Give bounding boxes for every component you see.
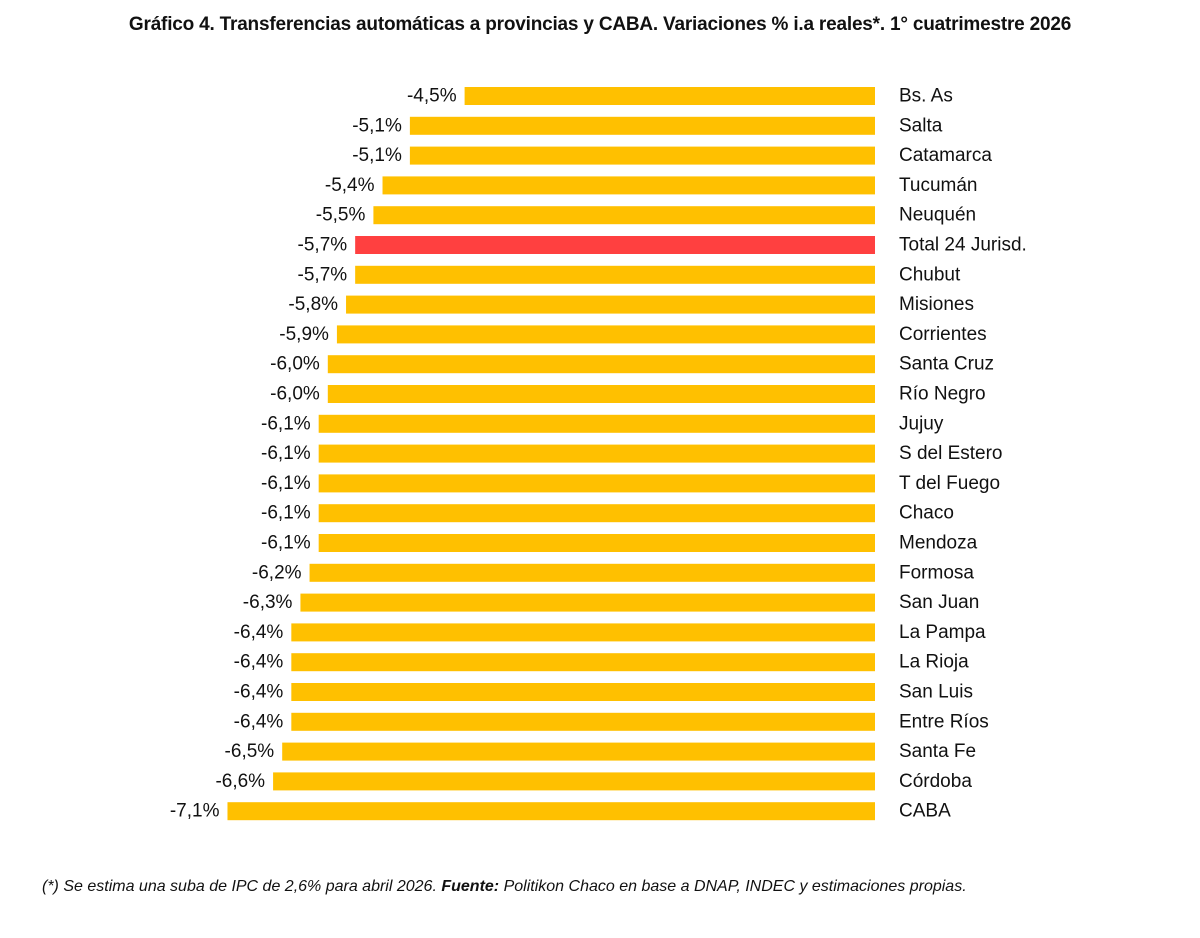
bar-neuquen	[373, 206, 875, 225]
value-label-caba: -7,1%	[170, 801, 220, 822]
value-label-t-del-fuego: -6,1%	[261, 473, 311, 494]
value-label-formosa: -6,2%	[252, 562, 302, 583]
value-label-entre-rios: -6,4%	[234, 711, 284, 732]
value-label-s-del-estero: -6,1%	[261, 443, 311, 464]
footnote-source-text: Politikon Chaco en base a DNAP, INDEC y …	[503, 878, 967, 895]
footnote-source-label: Fuente:	[441, 878, 500, 895]
category-label-tucuman: Tucumán	[899, 175, 978, 196]
bar-tucuman	[382, 176, 875, 195]
category-label-misiones: Misiones	[899, 294, 974, 315]
bar-santa-cruz	[327, 355, 875, 374]
category-label-san-juan: San Juan	[899, 592, 979, 613]
bar-chubut	[355, 265, 875, 284]
category-label-total-24-jurisd: Total 24 Jurisd.	[899, 235, 1027, 256]
value-label-santa-fe: -6,5%	[225, 741, 275, 762]
chart-title: Gráfico 4. Transferencias automáticas a …	[128, 14, 1072, 35]
value-label-la-rioja: -6,4%	[234, 652, 284, 673]
value-label-san-luis: -6,4%	[234, 682, 284, 703]
bar-la-pampa	[291, 623, 875, 642]
category-label-la-pampa: La Pampa	[899, 622, 986, 643]
bar-s-del-estero	[318, 444, 875, 463]
category-label-santa-cruz: Santa Cruz	[899, 354, 994, 375]
bar-rio-negro	[327, 385, 875, 403]
category-label-t-del-fuego: T del Fuego	[899, 473, 1000, 494]
bar-jujuy	[318, 414, 875, 433]
value-label-neuquen: -5,5%	[316, 205, 366, 226]
category-label-cordoba: Córdoba	[899, 771, 972, 792]
value-label-mendoza: -6,1%	[261, 533, 311, 554]
category-label-rio-negro: Río Negro	[899, 384, 986, 405]
category-label-la-rioja: La Rioja	[899, 652, 969, 673]
bar-caba	[227, 802, 876, 821]
bar-cordoba	[273, 772, 876, 791]
category-label-bs-as: Bs. As	[899, 86, 953, 107]
value-label-misiones: -5,8%	[288, 294, 338, 315]
category-label-santa-fe: Santa Fe	[899, 741, 976, 762]
value-label-salta: -5,1%	[352, 115, 402, 136]
bar-bs-as	[464, 87, 875, 105]
category-label-catamarca: Catamarca	[899, 145, 992, 166]
category-label-formosa: Formosa	[899, 562, 974, 583]
footnote: (*) Se estima una suba de IPC de 2,6% pa…	[42, 878, 1182, 896]
value-label-bs-as: -4,5%	[407, 86, 457, 107]
category-label-s-del-estero: S del Estero	[899, 443, 1003, 464]
value-label-la-pampa: -6,4%	[234, 622, 284, 643]
bar-la-rioja	[291, 653, 875, 672]
bar-total-24-jurisd	[355, 236, 875, 254]
bar-santa-fe	[282, 742, 875, 761]
bar-chaco	[318, 504, 875, 523]
category-label-chaco: Chaco	[899, 503, 954, 524]
value-label-rio-negro: -6,0%	[270, 384, 320, 405]
bar-corrientes	[336, 325, 875, 344]
bar-san-juan	[300, 593, 875, 612]
value-label-san-juan: -6,3%	[243, 592, 293, 613]
category-label-jujuy: Jujuy	[899, 413, 944, 434]
bar-formosa	[309, 563, 875, 582]
value-label-corrientes: -5,9%	[279, 324, 329, 345]
footnote-note: (*) Se estima una suba de IPC de 2,6% pa…	[42, 878, 437, 895]
value-label-tucuman: -5,4%	[325, 175, 375, 196]
category-label-entre-rios: Entre Ríos	[899, 711, 989, 732]
value-label-total-24-jurisd: -5,7%	[298, 235, 348, 256]
value-label-jujuy: -6,1%	[261, 413, 311, 434]
bar-t-del-fuego	[318, 474, 875, 493]
bar-san-luis	[291, 683, 875, 701]
value-label-santa-cruz: -6,0%	[270, 354, 320, 375]
bar-misiones	[346, 295, 875, 314]
category-label-mendoza: Mendoza	[899, 533, 978, 554]
value-label-cordoba: -6,6%	[215, 771, 265, 792]
category-label-salta: Salta	[899, 115, 943, 136]
category-label-caba: CABA	[899, 801, 951, 822]
category-label-chubut: Chubut	[899, 264, 961, 285]
bar-salta	[409, 116, 875, 135]
bar-mendoza	[318, 534, 875, 552]
category-label-corrientes: Corrientes	[899, 324, 987, 345]
value-label-chubut: -5,7%	[298, 264, 348, 285]
value-label-chaco: -6,1%	[261, 503, 311, 524]
bar-entre-rios	[291, 712, 875, 731]
bar-catamarca	[409, 146, 875, 165]
category-label-neuquen: Neuquén	[899, 205, 976, 226]
value-label-catamarca: -5,1%	[352, 145, 402, 166]
category-label-san-luis: San Luis	[899, 682, 973, 703]
